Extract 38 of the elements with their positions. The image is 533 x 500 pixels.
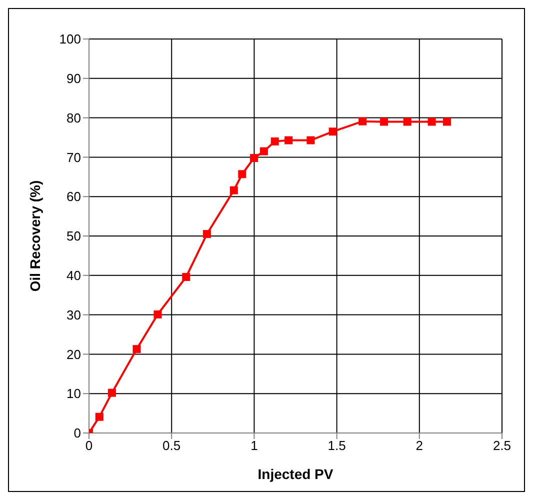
point <box>132 345 141 354</box>
x-tick-label: 0.5 <box>162 438 181 454</box>
point <box>250 154 258 162</box>
point <box>358 117 367 126</box>
y-tick-label: 30 <box>66 307 81 322</box>
point <box>380 118 388 126</box>
point <box>403 118 412 126</box>
point <box>306 136 315 144</box>
x-tick-label: 2 <box>416 438 424 454</box>
point <box>428 118 436 126</box>
point <box>230 186 238 194</box>
point <box>284 136 293 144</box>
y-tick-label: 100 <box>59 32 81 47</box>
point <box>108 388 116 397</box>
point <box>95 412 104 421</box>
y-tick-label: 0 <box>74 426 81 441</box>
point <box>238 170 246 178</box>
x-tick-label: 2.5 <box>492 438 512 454</box>
y-tick-label: 50 <box>66 228 81 244</box>
point <box>328 128 337 136</box>
y-tick-label: 60 <box>66 189 81 204</box>
x-tick-label: 1.5 <box>328 438 346 454</box>
x-tick-label: 1 <box>250 438 258 454</box>
y-tick-label: 80 <box>66 110 81 126</box>
y-tick-label: 40 <box>66 268 81 284</box>
point <box>442 118 451 126</box>
x-tick-label: 0 <box>85 438 93 454</box>
point <box>202 230 211 238</box>
y-axis-title: Oil Recovery (%) <box>26 180 43 292</box>
point <box>182 272 190 281</box>
point <box>260 147 268 156</box>
y-tick-label: 10 <box>66 386 81 402</box>
point <box>154 310 162 318</box>
y-tick-label: 90 <box>66 71 81 86</box>
point <box>270 137 279 146</box>
y-tick-label: 20 <box>66 346 81 362</box>
y-tick-label: 70 <box>66 150 81 165</box>
x-axis-title: Injected PV <box>258 466 334 482</box>
